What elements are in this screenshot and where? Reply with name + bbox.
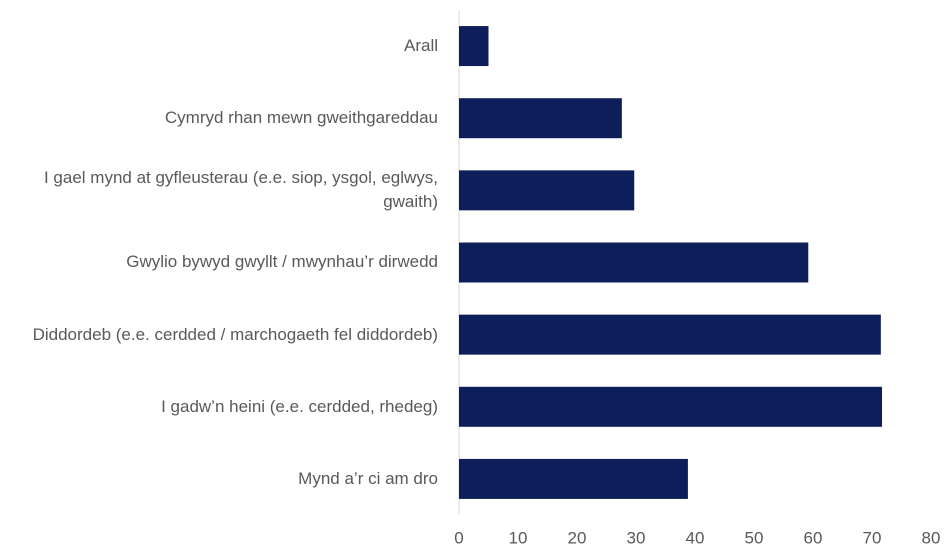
x-tick-label: 20 [568,528,587,547]
x-tick-label: 30 [627,528,646,547]
bar [459,170,635,211]
bar [459,242,809,283]
x-tick-label: 10 [509,528,528,547]
y-tick-label: I gael mynd at gyfleusterau (e.e. siop, … [43,168,438,212]
bar [459,314,881,355]
y-tick-label: Diddordeb (e.e. cerdded / marchogaeth fe… [32,324,438,344]
y-tick-label: Gwylio bywyd gwyllt / mwynhau’r dirwedd [126,252,438,272]
x-tick-label: 40 [686,528,705,547]
y-tick-label: I gadw’n heini (e.e. cerdded, rhedeg) [161,396,438,416]
bar [459,458,688,499]
y-tick-label: Cymryd rhan mewn gweithgareddau [164,108,438,128]
x-tick-label: 60 [804,528,823,547]
x-tick-label: 50 [745,528,764,547]
bar [459,26,489,67]
bar [459,386,883,427]
x-tick-label: 70 [863,528,882,547]
y-tick-label: Mynd a’r ci am dro [298,468,438,488]
x-tick-label: 0 [454,528,463,547]
bar [459,98,622,139]
y-tick-label: Arall [403,36,438,56]
x-tick-label: 80 [922,528,941,547]
